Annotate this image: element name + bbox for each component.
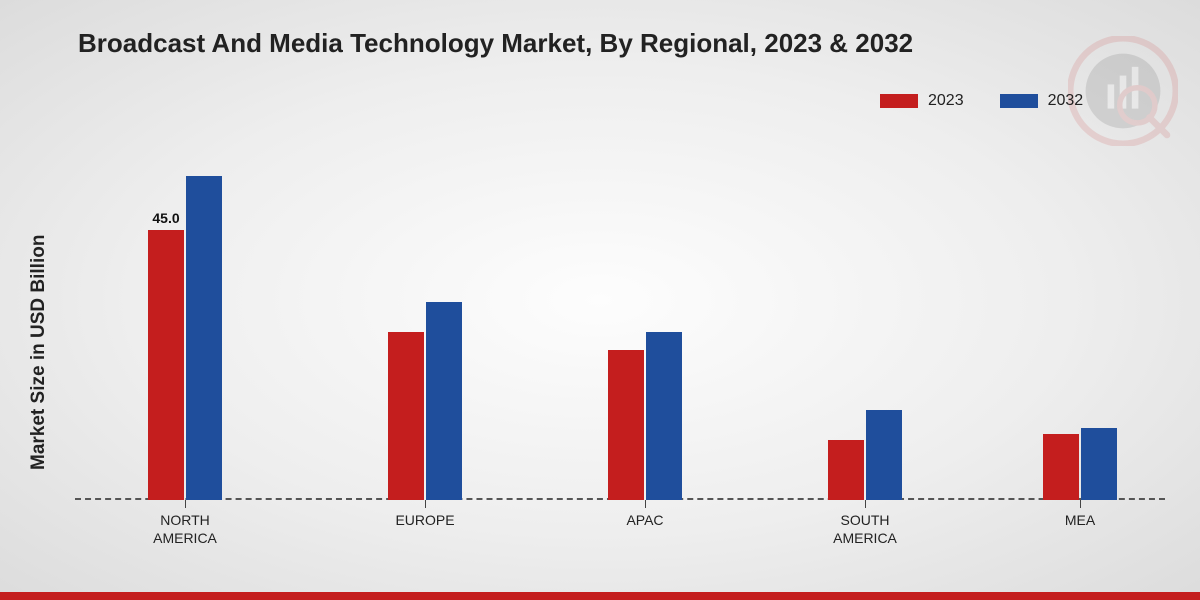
x-category-label: MEA <box>1065 512 1095 530</box>
x-tick <box>865 500 866 508</box>
bar-2023-2 <box>608 350 644 500</box>
legend-item-2032: 2032 <box>1000 92 1084 110</box>
x-category-label: APAC <box>626 512 663 530</box>
bar-2032-1 <box>426 302 462 500</box>
legend-label-2032: 2032 <box>1048 92 1084 110</box>
bar-2032-0 <box>186 176 222 500</box>
x-category-label: EUROPE <box>395 512 454 530</box>
chart-canvas: Broadcast And Media Technology Market, B… <box>0 0 1200 600</box>
x-tick <box>1080 500 1081 508</box>
chart-title: Broadcast And Media Technology Market, B… <box>78 28 913 59</box>
bar-2032-4 <box>1081 428 1117 500</box>
bar-2032-2 <box>646 332 682 500</box>
bar-2023-0 <box>148 230 184 500</box>
x-category-label: SOUTH AMERICA <box>833 512 897 547</box>
x-tick <box>425 500 426 508</box>
bar-2023-1 <box>388 332 424 500</box>
y-axis-label: Market Size in USD Billion <box>28 235 50 470</box>
watermark-logo <box>1068 36 1178 146</box>
bar-2032-3 <box>866 410 902 500</box>
legend-item-2023: 2023 <box>880 92 964 110</box>
bottom-accent-bar <box>0 592 1200 600</box>
legend: 2023 2032 <box>880 92 1083 110</box>
legend-swatch-2032 <box>1000 94 1038 108</box>
bar-2023-3 <box>828 440 864 500</box>
x-category-label: NORTH AMERICA <box>153 512 217 547</box>
plot-area: NORTH AMERICAEUROPEAPACSOUTH AMERICAMEA4… <box>75 140 1165 500</box>
legend-swatch-2023 <box>880 94 918 108</box>
x-tick <box>185 500 186 508</box>
bar-2023-4 <box>1043 434 1079 500</box>
legend-label-2023: 2023 <box>928 92 964 110</box>
x-tick <box>645 500 646 508</box>
bar-value-label: 45.0 <box>152 210 179 226</box>
